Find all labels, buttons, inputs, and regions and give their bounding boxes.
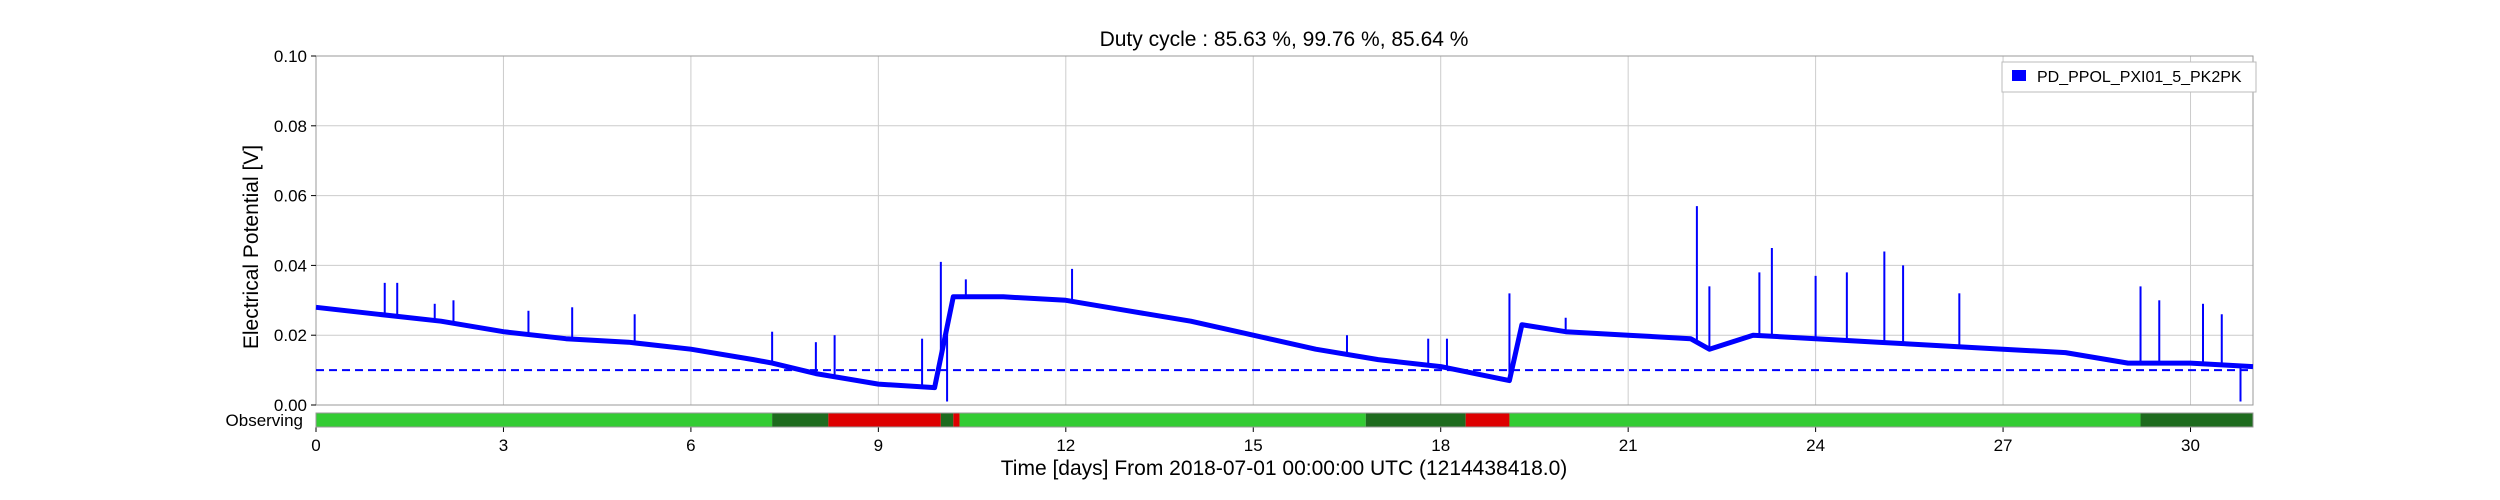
legend-entry: PD_PPOL_PXI01_5_PK2PK: [2037, 69, 2242, 86]
x-tick-label: 27: [1994, 436, 2013, 455]
grid-lines: [315, 55, 2253, 406]
state-segment: [316, 413, 773, 427]
y-tick-label: 0.02: [274, 326, 307, 345]
x-axis-ticks: 0 3 6 9 12 15 18 21 24 27 30: [311, 427, 2200, 455]
x-tick-label: 12: [1056, 436, 1075, 455]
y-tick-label: 0.08: [274, 117, 307, 136]
state-segment: [1509, 413, 2141, 427]
x-axis-label: Time [days] From 2018-07-01 00:00:00 UTC…: [1001, 457, 1568, 480]
y-tick-label: 0.06: [274, 187, 307, 206]
plot-border: [315, 55, 2254, 406]
series-layer: [315, 206, 2254, 402]
x-tick-label: 18: [1431, 436, 1450, 455]
x-tick-label: 6: [686, 436, 695, 455]
series-line: [315, 294, 2254, 391]
y-tick-label: 0.04: [274, 256, 307, 275]
state-segment: [2140, 413, 2253, 427]
state-segment: [1365, 413, 1466, 427]
legend-swatch: [2012, 70, 2026, 81]
y-axis-label: Electrical Potential [V]: [240, 145, 263, 349]
legend-box: [2001, 61, 2257, 93]
x-tick-label: 3: [499, 436, 508, 455]
x-tick-label: 15: [1244, 436, 1263, 455]
state-segment: [940, 413, 954, 427]
state-segment: [1465, 413, 1510, 427]
state-segment: [828, 413, 941, 427]
x-tick-label: 9: [874, 436, 883, 455]
state-segment: [953, 413, 960, 427]
state-bar-border: [315, 412, 2254, 428]
state-bar-label: Observing: [226, 411, 303, 430]
y-tick-label: 0.10: [274, 47, 307, 66]
y-axis-ticks: 0.00 0.02 0.04 0.06 0.08 0.10: [274, 47, 316, 415]
state-segment: [772, 413, 829, 427]
x-tick-label: 0: [311, 436, 320, 455]
plot-frame: [315, 55, 2254, 406]
x-tick-label: 24: [1806, 436, 1825, 455]
state-segment: [959, 413, 1366, 427]
y-tick-label: 0.00: [274, 396, 307, 415]
x-tick-label: 21: [1619, 436, 1638, 455]
x-tick-label: 30: [2181, 436, 2200, 455]
legend: PD_PPOL_PXI01_5_PK2PK: [2001, 61, 2257, 93]
chart-title: Duty cycle : 85.63 %, 99.76 %, 85.64 %: [1100, 28, 1469, 51]
observing-state-bar: [315, 412, 2254, 428]
